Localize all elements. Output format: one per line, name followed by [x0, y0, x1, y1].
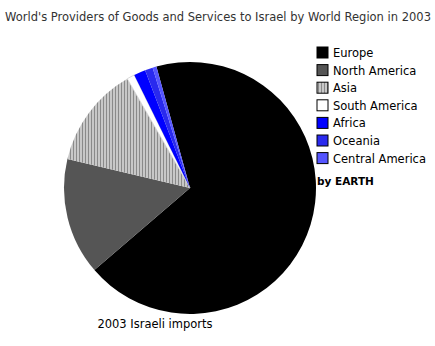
legend-label: North America — [333, 64, 416, 78]
legend-swatch — [317, 135, 328, 146]
pie-group — [64, 62, 316, 314]
legend: Europe North America Asia South America Afri… — [317, 46, 426, 166]
legend-swatch — [317, 100, 328, 111]
chart-title: World's Providers of Goods and Services … — [5, 10, 431, 24]
legend-swatch — [317, 117, 328, 128]
pie-slice — [145, 68, 190, 188]
legend-swatch — [317, 153, 328, 164]
legend-label: Oceania — [333, 134, 380, 148]
legend-swatch — [317, 47, 328, 58]
pie-caption: 2003 Israeli imports — [97, 317, 212, 331]
legend-label: Europe — [333, 46, 373, 60]
legend-swatch — [317, 82, 328, 93]
legend-swatch — [317, 65, 328, 76]
legend-label: Africa — [333, 116, 366, 130]
legend-label: Asia — [333, 81, 357, 95]
credit: by EARTH — [317, 175, 374, 187]
chart-container: World's Providers of Goods and Services … — [0, 0, 435, 346]
chart-svg: World's Providers of Goods and Services … — [0, 0, 435, 346]
pie-slice — [153, 67, 190, 188]
legend-label: South America — [333, 99, 418, 113]
legend-label: Central America — [333, 152, 426, 166]
